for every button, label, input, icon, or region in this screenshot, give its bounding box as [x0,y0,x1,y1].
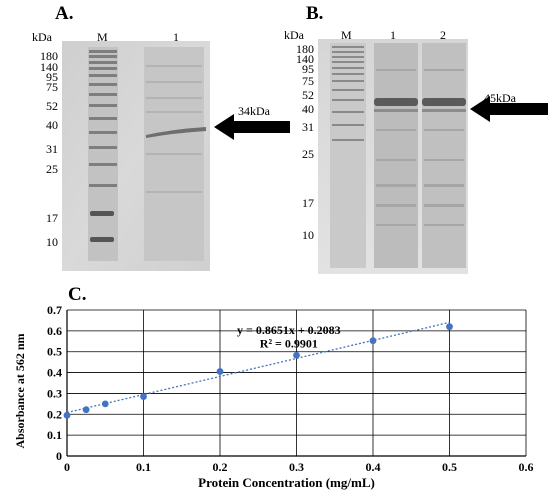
panel-a-lane-1: 1 [173,30,179,44]
data-point [82,406,90,414]
x-tick-label: 0.5 [442,460,457,474]
panel-b-letter: B. [306,3,324,24]
panel-b-marker-95: 95 [302,62,314,76]
data-point [140,393,147,400]
y-tick-label: 0.7 [47,303,62,317]
panel-b-arrow-icon [470,96,548,122]
trendline [66,321,450,414]
panel-a-arrow-icon [214,114,290,140]
y-tick-label: 0.5 [47,345,62,359]
y-tick-label: 0 [56,449,62,463]
panel-a-marker-10: 10 [46,235,58,249]
panel-a-marker-52: 52 [46,99,58,113]
panel-b-lane-2: 2 [440,28,446,42]
y-tick-label: 0.6 [47,324,62,338]
chart-axes [66,310,526,457]
panel-b-marker-180: 180 [296,42,314,56]
panel-b-lane-m: M [341,28,352,42]
panel-a-marker-17: 17 [46,211,58,225]
y-tick-label: 0.3 [47,386,62,400]
gel-image-a [62,41,210,271]
panel-a-marker-31: 31 [46,142,58,156]
panel-b-marker-40: 40 [302,102,314,116]
panel-a-kda-header: kDa [32,30,52,44]
panel-b-marker-52: 52 [302,88,314,102]
data-point [101,400,109,408]
x-tick-label: 0.1 [136,460,151,474]
chart-labels: 0 0.1 0.2 0.3 0.4 0.5 0.6 0.7 0 0.1 0.2 0.3 0.4 0.5 0.… [13,303,534,490]
panel-a-marker-180: 180 [40,49,58,63]
data-point [369,337,377,345]
trendline-equation: y = 0.8651x + 0.2083 [237,323,341,337]
panel-a-marker-75: 75 [46,80,58,94]
panel-b-marker-75: 75 [302,74,314,88]
panel-a-lane-m: M [97,30,108,44]
panel-a-arrow-label: 34kDa [238,104,270,118]
panel-a-marker-95: 95 [46,70,58,84]
x-tick-label: 0.4 [366,460,381,474]
data-point [216,368,224,375]
x-tick-label: 0 [64,460,70,474]
chart-points [63,323,453,419]
y-axis-title: Absorbance at 562 nm [13,333,27,448]
r-squared-label: R² = 0.9901 [260,337,318,351]
y-tick-label: 0.2 [47,407,62,421]
panel-b-kda-header: kDa [284,28,304,42]
chart-trendline-group [66,321,450,414]
panel-b-lane-1: 1 [390,28,396,42]
gel-image-b [318,39,468,274]
panel-a-letter: A. [55,3,74,24]
x-tick-label: 0.3 [289,460,304,474]
panel-a-marker-140: 140 [40,60,58,74]
panel-b-marker-17: 17 [302,196,314,210]
panel-a-marker-25: 25 [46,162,58,176]
standard-curve-chart: 0 0.1 0.2 0.3 0.4 0.5 0.6 0.7 0 0.1 0.2 0.3 0.4 0.5 0.… [13,303,534,490]
panel-b-arrow-label: 45kDa [484,91,516,105]
panel-b-marker-25: 25 [302,147,314,161]
y-tick-label: 0.4 [47,366,62,380]
y-tick-label: 0.1 [47,428,62,442]
panel-b-marker-140: 140 [296,52,314,66]
data-point [446,323,453,331]
x-tick-label: 0.2 [213,460,228,474]
x-tick-label: 0.6 [519,460,534,474]
data-point [63,411,71,419]
panel-c-letter: C. [68,284,87,305]
panel-b-marker-10: 10 [302,228,314,242]
x-axis-title: Protein Concentration (mg/mL) [198,475,375,490]
panel-a-marker-40: 40 [46,118,58,132]
panel-b-marker-31: 31 [302,120,314,134]
data-point [293,351,300,359]
